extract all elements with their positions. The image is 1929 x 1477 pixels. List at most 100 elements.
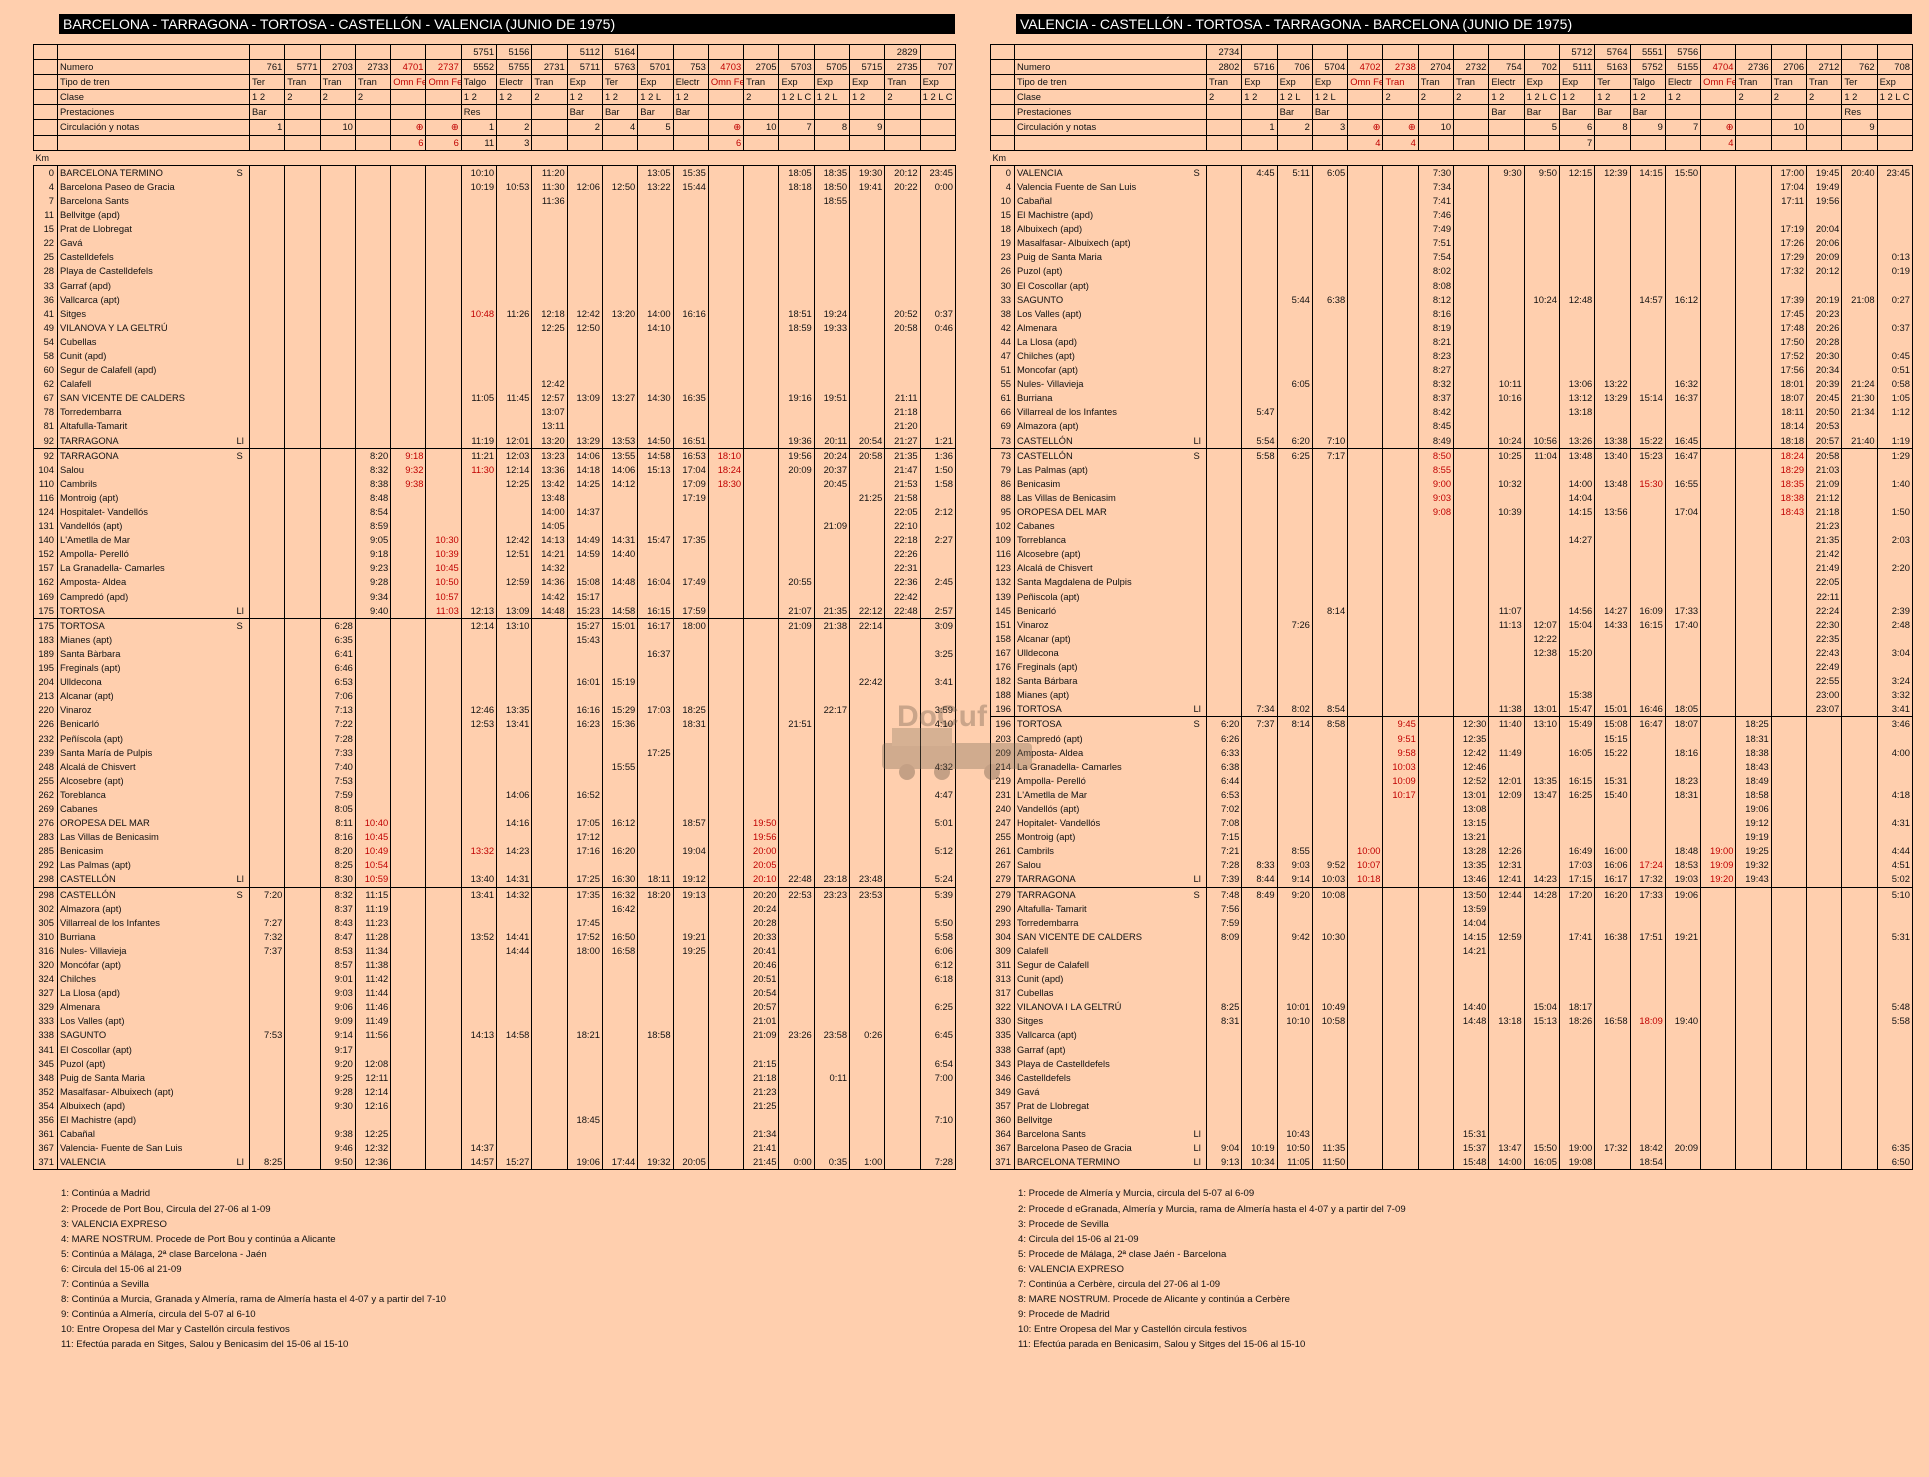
- train-time: 8:21: [1417, 334, 1454, 349]
- station-name: VILANOVA Y LA GELTRÚ: [57, 320, 234, 335]
- train-time: [390, 419, 426, 434]
- train-time: [1453, 547, 1489, 562]
- train-time: [813, 405, 850, 420]
- footnote: 1: Procede de Almería y Murcia, circula …: [1018, 1188, 1255, 1200]
- train-time: [1770, 688, 1807, 703]
- train-time: 15:50: [1523, 1141, 1560, 1156]
- train-time: [1347, 702, 1383, 717]
- train-time: [1453, 193, 1489, 209]
- arrival-departure-mark: [1191, 816, 1207, 830]
- train-time: [1205, 278, 1242, 293]
- train-num1: [1311, 43, 1348, 61]
- train-time: [884, 787, 921, 802]
- train-time: [637, 490, 674, 505]
- train-time: 15:47: [1558, 702, 1595, 717]
- train-time: 13:46: [1453, 872, 1489, 888]
- train-time: [1382, 377, 1419, 392]
- train-time: 15:48: [1453, 1155, 1489, 1171]
- train-time: [743, 603, 779, 619]
- train-time: [884, 1113, 921, 1128]
- train-time: [919, 731, 956, 746]
- train-circ2: [672, 135, 709, 151]
- train-prest: [707, 104, 744, 121]
- train-time: [319, 208, 356, 223]
- train-time: [813, 1141, 850, 1156]
- station-name: Villarreal de los Infantes: [1014, 405, 1191, 420]
- arrival-departure-mark: [234, 419, 250, 433]
- train-time: [1276, 660, 1313, 675]
- arrival-departure-mark: [1191, 760, 1207, 774]
- station-km: 367: [33, 1141, 58, 1156]
- train-time: [248, 208, 285, 223]
- train-time: [637, 986, 674, 1001]
- station-row: 124 Hospitalet- Vandellós 8:54 14:00 14:37 22…: [33, 505, 956, 520]
- train-time: [1311, 476, 1348, 491]
- train-time: [1700, 731, 1736, 746]
- train-time: 6:12: [919, 958, 956, 973]
- header-label: Circulación y notas: [1014, 119, 1207, 136]
- train-time: [1700, 1000, 1736, 1015]
- train-time: [248, 447, 285, 463]
- train-time: 17:39: [1770, 292, 1807, 307]
- train-time: [672, 858, 709, 873]
- train-time: [531, 717, 568, 732]
- train-time: 13:41: [496, 717, 532, 732]
- train-time: [1876, 222, 1913, 237]
- train-clase: 1 2 L C: [919, 89, 956, 106]
- train-time: [1347, 1084, 1383, 1099]
- train-time: 9:30: [319, 1098, 356, 1114]
- train-time: [1876, 943, 1913, 958]
- train-time: [248, 617, 285, 633]
- train-time: 16:58: [601, 943, 638, 958]
- train-time: [743, 646, 779, 662]
- train-time: [1629, 193, 1666, 209]
- train-time: [531, 816, 568, 831]
- station-km: 4: [990, 179, 1015, 194]
- train-time: 12:01: [1488, 773, 1525, 788]
- station-row: 73 CASTELLÓN Ll 5:54 6:20 7:10 8:49 10:24 10:56 1…: [990, 433, 1913, 449]
- train-time: [813, 858, 850, 873]
- train-time: [778, 703, 815, 718]
- station-row: 81 Altafulla-Tamarit 13:11 21:20: [33, 419, 956, 434]
- station-row: 18 Albuixech (apd) 7:49 17:19 20:04: [990, 222, 1913, 237]
- train-time: [707, 858, 744, 873]
- train-time: [601, 519, 638, 534]
- train-time: 20:11: [813, 433, 850, 449]
- train-time: 13:15: [1453, 816, 1489, 831]
- train-time: [1806, 816, 1842, 831]
- train-time: [1629, 561, 1666, 576]
- train-time: [284, 1098, 321, 1114]
- train-clase: 1 2 L: [813, 89, 850, 106]
- train-time: [566, 745, 603, 760]
- train-time: 16:49: [1558, 844, 1595, 859]
- train-time: [849, 575, 885, 590]
- station-row: 140 L'Ametlla de Mar 9:05 10:30 12:42 14:13 14…: [33, 533, 956, 548]
- train-time: [1735, 236, 1772, 251]
- station-name: Los Valles (apt): [57, 1014, 234, 1029]
- train-time: [743, 222, 779, 237]
- train-time: [1523, 1028, 1560, 1043]
- train-time: [743, 264, 779, 279]
- train-time: [1841, 589, 1878, 604]
- train-time: [813, 363, 850, 378]
- train-time: [1700, 773, 1736, 788]
- train-time: [425, 858, 462, 873]
- train-time: [884, 816, 921, 831]
- train-time: [425, 1070, 462, 1085]
- train-time: [496, 236, 532, 251]
- train-time: 18:20: [637, 886, 674, 902]
- train-num1: 2734: [1205, 43, 1242, 61]
- station-name: Vallcarca (apt): [1014, 1028, 1191, 1043]
- train-time: [1558, 1127, 1595, 1142]
- train-time: [1417, 674, 1454, 689]
- train-time: [284, 759, 321, 774]
- train-time: [1594, 519, 1631, 534]
- arrival-departure-mark: [234, 1127, 250, 1141]
- train-time: [813, 632, 850, 647]
- train-time: [1241, 801, 1278, 817]
- train-time: [919, 689, 956, 704]
- train-tipo: Electr: [496, 74, 532, 91]
- train-time: [284, 505, 321, 520]
- train-time: [1241, 208, 1278, 223]
- train-circ2: [1629, 135, 1666, 151]
